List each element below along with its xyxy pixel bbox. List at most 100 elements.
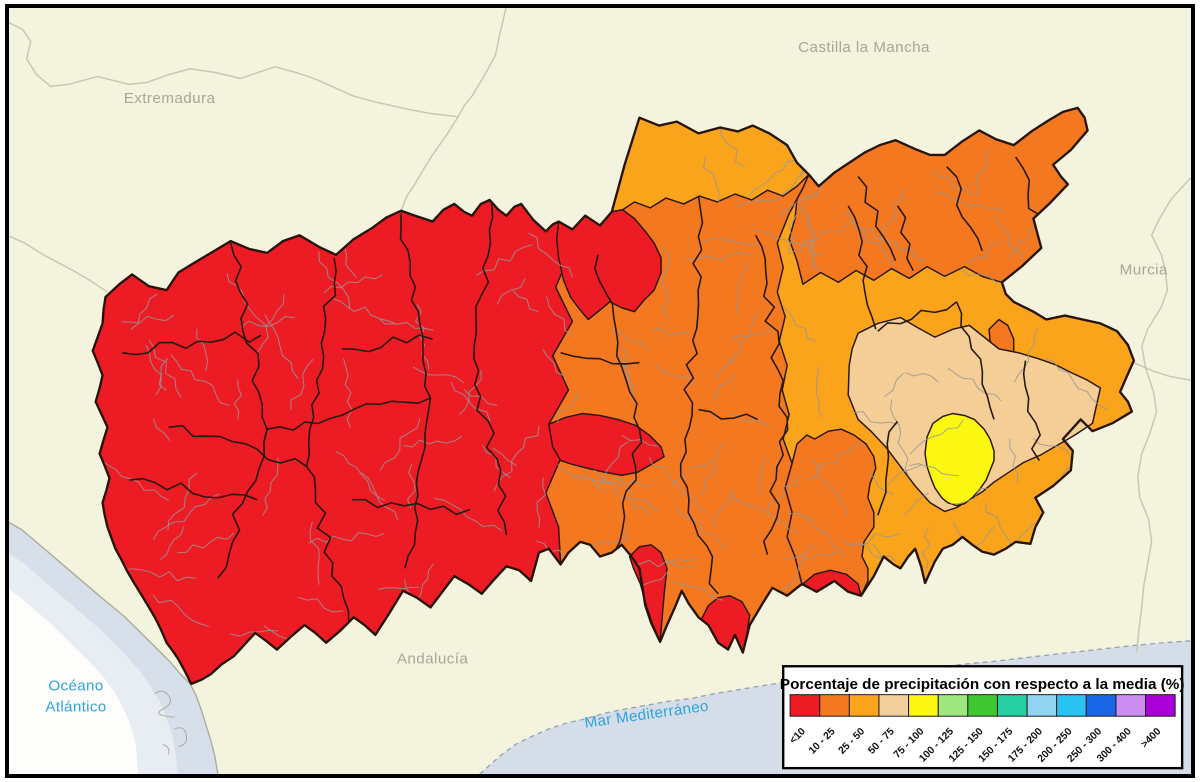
stream-line <box>1009 438 1019 483</box>
stream-line <box>297 596 343 613</box>
border-extremadura-north <box>9 21 459 118</box>
basin <box>91 106 1136 686</box>
stream-line <box>318 251 351 308</box>
subbasin-boundary-line <box>168 424 307 468</box>
stream-line <box>811 460 849 516</box>
stream-line <box>496 278 526 305</box>
stream-line <box>622 347 634 387</box>
stream-line <box>730 310 760 366</box>
stream-line <box>967 241 1000 264</box>
stream-line <box>170 354 230 407</box>
stream-line <box>152 493 220 540</box>
stream-line <box>843 211 894 267</box>
basin-zone-10-25-se-patch <box>784 428 877 597</box>
subbasin-boundary-line <box>404 397 432 569</box>
stream-line <box>459 370 482 416</box>
subbasin-boundary-line <box>679 303 700 477</box>
legend-swatch <box>908 694 939 717</box>
stream-line <box>262 457 279 516</box>
subbasin-boundary-line <box>266 397 431 431</box>
stream-line <box>890 399 910 477</box>
stream-line <box>240 316 295 328</box>
stream-line <box>377 586 419 590</box>
stream-line <box>727 414 770 427</box>
label-extremadura: Extremadura <box>124 90 216 107</box>
stream-line <box>572 474 652 487</box>
legend-swatch <box>789 694 821 717</box>
legend-swatch <box>1085 694 1117 717</box>
stream-line <box>450 381 491 422</box>
stream-line <box>1044 358 1108 410</box>
stream-line <box>976 148 988 196</box>
stream-line <box>641 570 669 587</box>
stream-line <box>226 272 268 327</box>
stream-line <box>257 294 285 353</box>
stream-line <box>735 197 782 208</box>
subbasin-boundary-line <box>473 358 508 536</box>
stream-line <box>909 463 959 477</box>
stream-line <box>750 229 824 257</box>
subbasin-boundary-line <box>877 301 958 332</box>
stream-line <box>542 349 566 377</box>
subbasin-boundary-line <box>613 429 643 567</box>
stream-line <box>661 248 670 319</box>
atlantic-coastline <box>9 521 219 774</box>
stream-line <box>616 355 635 403</box>
subbasin-boundary-line <box>399 213 432 399</box>
subbasin-boundary-line <box>305 465 350 624</box>
legend-swatch <box>937 694 969 717</box>
stream-line <box>670 458 713 490</box>
region-labels: Extremadura Castilla la Mancha Murcia An… <box>124 39 1168 667</box>
legend-swatch <box>996 694 1028 717</box>
stream-line <box>309 521 320 585</box>
legend-title: Porcentaje de precipitación con respecto… <box>780 676 1185 693</box>
subbasin-boundary-line <box>560 352 640 365</box>
label-murcia: Murcia <box>1120 261 1168 278</box>
border-murcia <box>1136 176 1191 653</box>
subbasin-boundary-line <box>955 301 995 420</box>
stream-line <box>666 558 697 564</box>
stream-line <box>783 552 837 561</box>
stream-line <box>736 260 748 314</box>
subbasin-boundary-line <box>341 334 433 353</box>
stream-line <box>702 238 758 245</box>
stream-line <box>879 189 905 244</box>
label-andalucia: Andalucía <box>397 650 469 667</box>
map-frame: Extremadura Castilla la Mancha Murcia An… <box>5 4 1195 778</box>
legend: Porcentaje de precipitación con respecto… <box>780 665 1185 770</box>
stream-line <box>703 157 720 203</box>
stream-line <box>758 457 766 496</box>
stream-line <box>148 339 182 398</box>
stream-line <box>343 358 353 428</box>
subbasin-boundary-line <box>129 477 258 501</box>
stream-line <box>815 366 823 419</box>
stream-line <box>177 532 235 554</box>
subbasin-boundary-line <box>594 254 641 430</box>
stream-line <box>630 559 696 568</box>
label-atlantico: Atlántico <box>45 698 106 715</box>
stream-line <box>921 527 931 572</box>
stream-line <box>600 480 650 516</box>
subbasin-boundaries <box>122 156 1045 624</box>
admin-boundaries <box>9 8 1191 653</box>
subbasin-boundary-line <box>122 331 262 356</box>
stream-line <box>493 425 540 492</box>
stream-line <box>937 191 1005 212</box>
stream-line <box>698 443 725 497</box>
subbasin-boundary-line <box>847 205 877 330</box>
stream-line <box>159 526 185 560</box>
stream-line <box>1013 328 1039 383</box>
stream-line <box>152 594 210 628</box>
stream-line <box>196 328 209 372</box>
stream-line <box>805 215 815 271</box>
legend-swatch <box>878 694 910 717</box>
stream-line <box>651 327 690 337</box>
stream-line <box>842 540 897 562</box>
basin-outer-boundary <box>91 106 1136 686</box>
subbasin-boundary-line <box>754 234 788 418</box>
basin-red-mid-bulge <box>548 412 665 476</box>
legend-swatch <box>1056 694 1087 717</box>
stream-line <box>730 491 798 534</box>
stream-line <box>909 419 964 455</box>
legend-swatch <box>1115 694 1147 717</box>
